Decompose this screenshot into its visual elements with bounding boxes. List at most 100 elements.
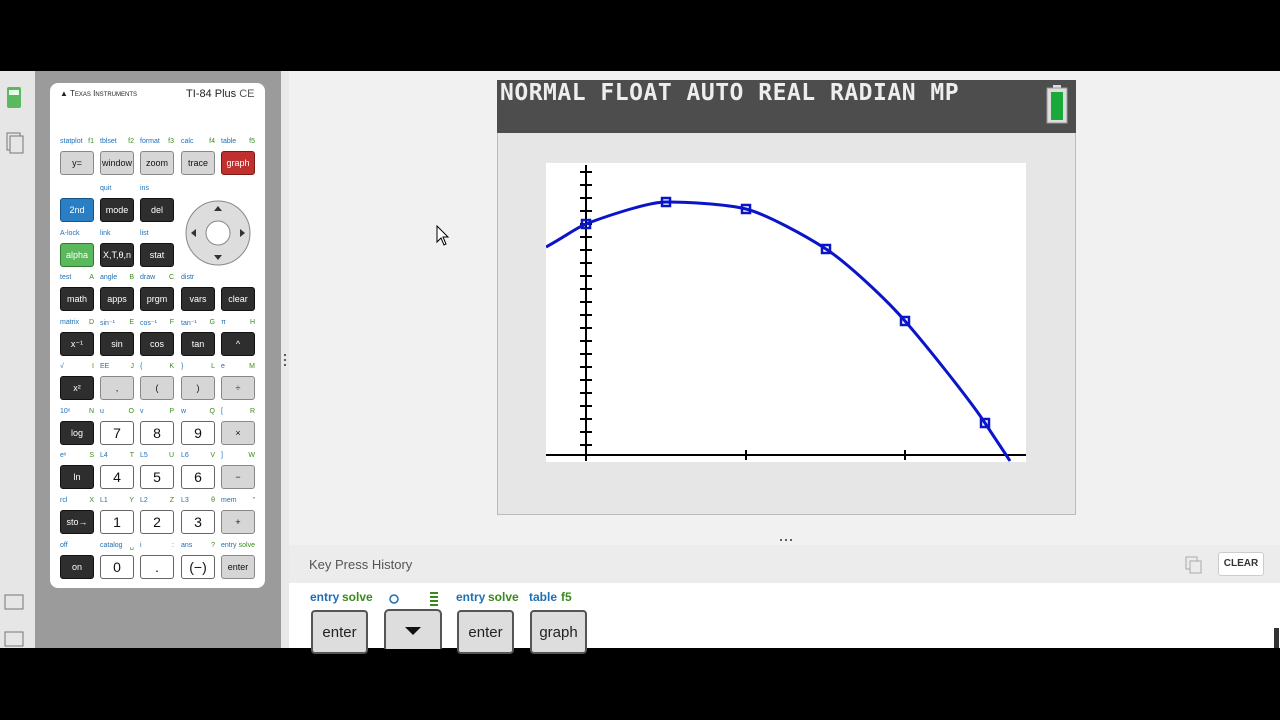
second-label: i — [140, 542, 142, 549]
key[interactable]: ^ — [221, 332, 255, 356]
second-label: { — [140, 363, 143, 370]
layout-icon[interactable] — [4, 594, 24, 610]
key[interactable]: del — [140, 198, 174, 222]
key[interactable]: apps — [100, 287, 134, 311]
key[interactable]: + — [221, 510, 255, 534]
alpha-label: W — [248, 452, 255, 459]
key[interactable]: ) — [181, 376, 215, 400]
key[interactable]: graph — [221, 151, 255, 175]
key[interactable]: 2nd — [60, 198, 94, 222]
key[interactable]: stat — [140, 243, 174, 267]
alpha-label: K — [169, 363, 174, 370]
alpha-label: H — [249, 319, 255, 326]
key[interactable]: x⁻¹ — [60, 332, 94, 356]
key[interactable]: − — [221, 465, 255, 489]
alpha-label: solve — [238, 542, 255, 549]
key[interactable]: log — [60, 421, 94, 445]
dpad[interactable] — [185, 200, 251, 266]
key[interactable]: enter — [221, 555, 255, 579]
second-label: off — [60, 542, 68, 549]
second-label: tblset — [100, 138, 117, 145]
key[interactable]: sin — [100, 332, 134, 356]
second-label: calc — [181, 138, 194, 145]
key[interactable]: 1 — [100, 510, 134, 534]
alpha-label: G — [209, 319, 215, 326]
key[interactable]: 8 — [140, 421, 174, 445]
key[interactable]: ( — [140, 376, 174, 400]
history-title: Key Press History — [309, 557, 413, 572]
key[interactable]: X,T,θ,n — [100, 243, 134, 267]
second-label: L2 — [140, 497, 148, 504]
alpha-label: f4 — [209, 138, 215, 145]
history-key: enter — [311, 610, 368, 654]
key[interactable]: . — [140, 555, 174, 579]
second-label: u — [100, 408, 104, 415]
key[interactable]: vars — [181, 287, 215, 311]
key[interactable]: clear — [221, 287, 255, 311]
history-second-label: entry — [310, 590, 340, 604]
alpha-label: f2 — [128, 138, 134, 145]
alpha-label: Z — [169, 497, 174, 504]
key[interactable]: 2 — [140, 510, 174, 534]
second-label: π — [221, 319, 226, 326]
second-label: entry — [221, 542, 237, 549]
alpha-label: P — [169, 408, 174, 415]
second-label: } — [181, 363, 184, 370]
key[interactable]: (−) — [181, 555, 215, 579]
model-name: TI-84 Plus — [186, 88, 237, 100]
key[interactable]: 9 — [181, 421, 215, 445]
second-label: distr — [181, 274, 195, 281]
alpha-label: Y — [129, 497, 134, 504]
second-label: L6 — [181, 452, 189, 459]
history-alpha-label: solve — [488, 590, 519, 604]
key[interactable]: 5 — [140, 465, 174, 489]
key[interactable]: on — [60, 555, 94, 579]
status-bar — [497, 80, 1076, 133]
alpha-label: Q — [209, 408, 215, 415]
model-suffix: CE — [239, 88, 255, 100]
key[interactable]: 6 — [181, 465, 215, 489]
key[interactable]: alpha — [60, 243, 94, 267]
alpha-label: V — [210, 452, 215, 459]
key[interactable]: cos — [140, 332, 174, 356]
alpha-label: C — [168, 274, 174, 281]
key[interactable]: prgm — [140, 287, 174, 311]
key[interactable]: x² — [60, 376, 94, 400]
graph — [546, 163, 1026, 462]
key[interactable]: sto→ — [60, 510, 94, 534]
model: TI-84 Plus CE — [186, 88, 254, 100]
scrollbar — [1274, 628, 1279, 648]
key[interactable]: y= — [60, 151, 94, 175]
history-splitter[interactable] — [289, 535, 1280, 545]
alpha-label: L — [211, 363, 215, 370]
key[interactable]: math — [60, 287, 94, 311]
alpha-label: ␣ — [129, 543, 134, 550]
key[interactable]: zoom — [140, 151, 174, 175]
second-label: mem — [221, 497, 237, 504]
key[interactable]: 3 — [181, 510, 215, 534]
history-alpha-label: solve — [342, 590, 373, 604]
alpha-label: I — [92, 363, 94, 370]
splitter-handle — [780, 539, 792, 541]
key[interactable]: tan — [181, 332, 215, 356]
second-label: draw — [140, 274, 156, 281]
second-label: format — [140, 138, 160, 145]
alpha-label: f3 — [168, 138, 174, 145]
alpha-label: E — [129, 319, 134, 326]
key[interactable]: 4 — [100, 465, 134, 489]
key[interactable]: × — [221, 421, 255, 445]
copy-icon[interactable] — [1185, 556, 1203, 574]
key[interactable]: 0 — [100, 555, 134, 579]
second-label: 10ˣ — [60, 408, 71, 415]
key[interactable]: window — [100, 151, 134, 175]
panel-icon[interactable] — [4, 631, 24, 647]
status-text: NORMAL FLOAT AUTO REAL RADIAN MP — [500, 80, 960, 106]
key[interactable]: ÷ — [221, 376, 255, 400]
key[interactable]: mode — [100, 198, 134, 222]
mouse-cursor — [436, 225, 450, 246]
key[interactable]: , — [100, 376, 134, 400]
key[interactable]: trace — [181, 151, 215, 175]
clear-button[interactable]: CLEAR — [1218, 552, 1264, 576]
key[interactable]: 7 — [100, 421, 134, 445]
key[interactable]: ln — [60, 465, 94, 489]
